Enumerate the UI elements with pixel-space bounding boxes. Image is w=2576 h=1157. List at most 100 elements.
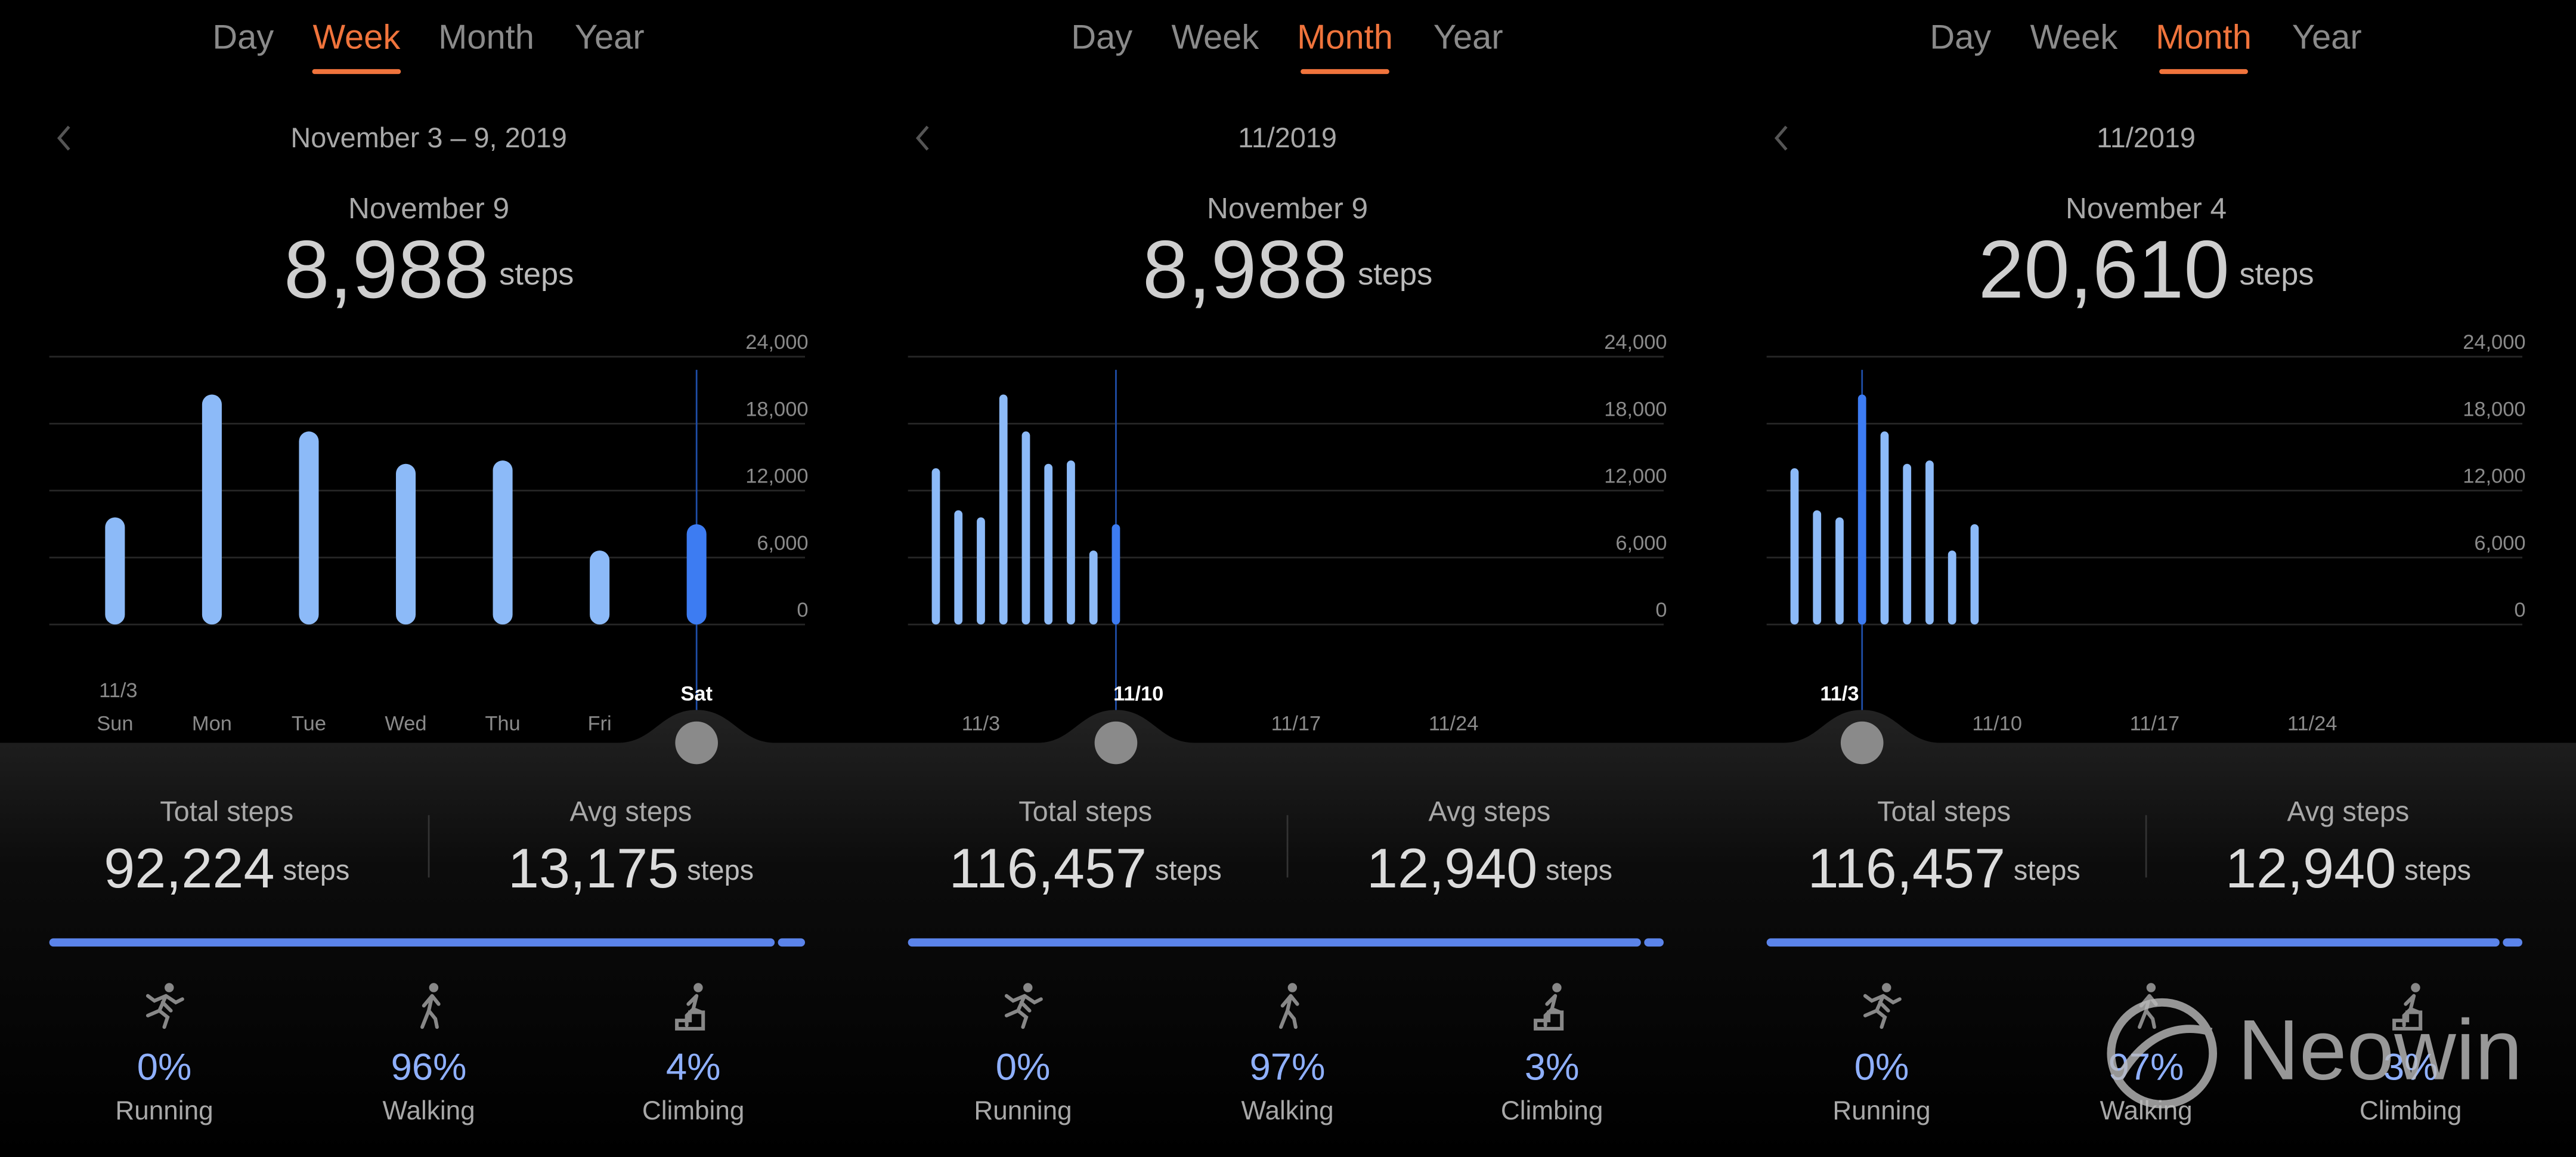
scrubber-knob[interactable] bbox=[675, 721, 718, 765]
icon-head bbox=[165, 983, 174, 992]
icon-body bbox=[2392, 994, 2423, 1031]
tab[interactable]: Month bbox=[2156, 18, 2252, 57]
icon-body bbox=[675, 994, 705, 1031]
activity-icon bbox=[145, 983, 184, 1029]
selected-date: November 9 bbox=[348, 191, 509, 225]
y-tick-label: 12,000 bbox=[745, 465, 808, 488]
bar[interactable] bbox=[977, 517, 985, 625]
bar[interactable] bbox=[686, 524, 707, 625]
back-chevron[interactable] bbox=[915, 125, 929, 151]
scrubber-knob[interactable] bbox=[1094, 721, 1138, 765]
stat-value: 12,940 steps bbox=[2225, 837, 2471, 899]
bar[interactable] bbox=[954, 510, 963, 625]
tab[interactable]: Week bbox=[312, 18, 400, 57]
stat-unit: steps bbox=[2014, 855, 2080, 886]
steps-unit: steps bbox=[1358, 257, 1432, 292]
bar[interactable] bbox=[999, 394, 1008, 625]
activity-percent: 96% bbox=[391, 1047, 467, 1088]
phone-panel: Day Week Month Year 11/2019 November 420,610 s… bbox=[1717, 18, 2576, 1157]
watermark-text: Neowin bbox=[2237, 1003, 2522, 1098]
bar[interactable] bbox=[105, 517, 125, 625]
tab[interactable]: Day bbox=[1930, 18, 1991, 57]
date-range: November 3 – 9, 2019 bbox=[290, 122, 566, 153]
tab[interactable]: Year bbox=[1433, 18, 1503, 57]
bar[interactable] bbox=[1044, 463, 1053, 625]
steps-unit: steps bbox=[499, 257, 574, 292]
steps-value: 20,610 bbox=[1979, 224, 2230, 315]
bar[interactable] bbox=[395, 463, 416, 625]
stat-label: Avg steps bbox=[1429, 796, 1551, 827]
selected-steps: 20,610 steps bbox=[1979, 224, 2314, 315]
y-tick-label: 0 bbox=[1655, 599, 1667, 621]
phone-panel: Day Week Month Year 11/2019 November 98,988 st… bbox=[859, 18, 1717, 1157]
bar[interactable] bbox=[1790, 468, 1799, 625]
y-tick-label: 24,000 bbox=[1604, 331, 1667, 354]
icon-head bbox=[693, 983, 703, 992]
bottom-sheet bbox=[859, 710, 1717, 1157]
bar[interactable] bbox=[931, 468, 940, 625]
activity-icon bbox=[1534, 983, 1564, 1031]
y-tick-label: 0 bbox=[2514, 599, 2525, 621]
icon-body bbox=[1863, 994, 1902, 1029]
icon-body bbox=[1534, 994, 1564, 1031]
bottom-sheet bbox=[1717, 710, 2576, 1157]
stat-label: Avg steps bbox=[570, 796, 692, 827]
activity-icon bbox=[2392, 983, 2423, 1031]
icon-head bbox=[2146, 983, 2156, 992]
bar[interactable] bbox=[1089, 550, 1098, 625]
stat-number: 12,940 bbox=[2225, 837, 2396, 899]
y-tick-label: 12,000 bbox=[2463, 465, 2525, 488]
bar[interactable] bbox=[1857, 394, 1866, 625]
back-chevron[interactable] bbox=[1774, 125, 1788, 151]
bar[interactable] bbox=[493, 460, 513, 625]
selected-steps: 8,988 steps bbox=[284, 224, 574, 315]
bar[interactable] bbox=[202, 394, 222, 625]
selected-date: November 4 bbox=[2066, 191, 2227, 225]
x-label: 11/24 bbox=[2287, 712, 2337, 735]
icon-head bbox=[1882, 983, 1891, 992]
x-label: 11/17 bbox=[1271, 712, 1321, 735]
icon-head bbox=[1023, 983, 1033, 992]
tab[interactable]: Week bbox=[1171, 18, 1259, 57]
stat-value: 12,940 steps bbox=[1367, 837, 1612, 899]
tab[interactable]: Year bbox=[2292, 18, 2362, 57]
bar[interactable] bbox=[1111, 524, 1120, 625]
bar[interactable] bbox=[299, 431, 319, 625]
tab[interactable]: Month bbox=[438, 18, 534, 57]
tab[interactable]: Week bbox=[2030, 18, 2117, 57]
icon-body bbox=[1279, 994, 1299, 1029]
scrubber-knob[interactable] bbox=[1840, 721, 1884, 765]
bar[interactable] bbox=[1925, 460, 1934, 625]
activity-icon bbox=[675, 983, 705, 1031]
tab[interactable]: Month bbox=[1297, 18, 1393, 57]
bar[interactable] bbox=[1813, 510, 1822, 625]
bar[interactable] bbox=[590, 550, 610, 625]
bar[interactable] bbox=[1835, 517, 1844, 625]
tab[interactable]: Day bbox=[212, 18, 274, 57]
tab[interactable]: Year bbox=[575, 18, 645, 57]
bar[interactable] bbox=[1970, 524, 1979, 625]
activity-percent: 3% bbox=[2383, 1047, 2438, 1088]
watermark-logo-swoosh bbox=[2116, 1025, 2213, 1080]
stat-unit: steps bbox=[1546, 855, 1612, 886]
selected-date: November 9 bbox=[1207, 191, 1368, 225]
x-label: 11/10 bbox=[1972, 712, 2022, 735]
bar[interactable] bbox=[1880, 431, 1889, 625]
date-range: 11/2019 bbox=[1238, 122, 1337, 153]
y-tick-label: 18,000 bbox=[2463, 398, 2525, 420]
bar[interactable] bbox=[1021, 431, 1030, 625]
y-tick-label: 18,000 bbox=[745, 398, 808, 420]
y-tick-label: 24,000 bbox=[745, 331, 808, 354]
stat-number: 116,457 bbox=[1808, 837, 2006, 899]
bar[interactable] bbox=[1948, 550, 1956, 625]
activity-name: Walking bbox=[383, 1096, 475, 1125]
bar[interactable] bbox=[1903, 463, 1912, 625]
steps-value: 8,988 bbox=[284, 224, 490, 315]
icon-body bbox=[1004, 994, 1043, 1029]
bar[interactable] bbox=[1067, 460, 1075, 625]
back-chevron[interactable] bbox=[57, 125, 70, 151]
stat-number: 12,940 bbox=[1367, 837, 1537, 899]
watermark: Neowin bbox=[2107, 998, 2522, 1109]
tab[interactable]: Day bbox=[1071, 18, 1132, 57]
x-label-selected: 11/10 bbox=[1113, 683, 1163, 706]
